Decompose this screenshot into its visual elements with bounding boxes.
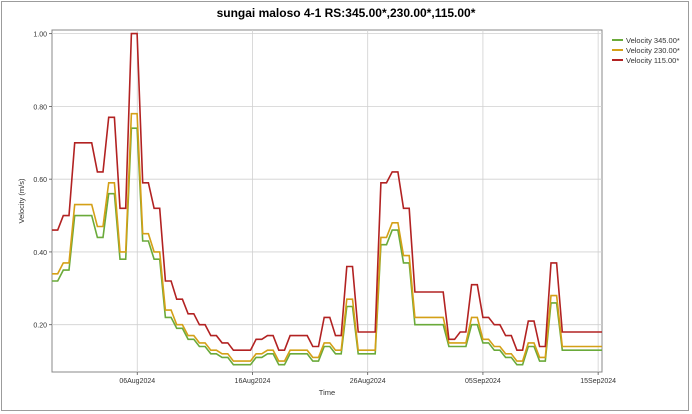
legend-label: Velocity 230.00* <box>626 45 680 55</box>
y-tick-label: 0.60 <box>33 177 47 184</box>
x-tick-label: 06Aug2024 <box>119 378 155 385</box>
legend-swatch <box>612 39 623 41</box>
legend-swatch <box>612 59 623 61</box>
x-tick-label: 05Sep2024 <box>465 378 501 385</box>
legend-swatch <box>612 49 623 51</box>
y-tick-label: 0.20 <box>33 323 47 330</box>
legend-item: Velocity 230.00* <box>612 45 680 55</box>
series-line-1 <box>52 127 602 366</box>
x-tick-label: 16Aug2024 <box>235 378 271 385</box>
chart-legend: Velocity 345.00* Velocity 230.00* Velocity… <box>612 35 680 65</box>
x-axis-label: Time <box>319 388 335 397</box>
x-tick-label: 26Aug2024 <box>350 378 386 385</box>
legend-label: Velocity 345.00* <box>626 35 680 45</box>
y-tick-label: 0.40 <box>33 250 47 257</box>
series-line-3 <box>52 32 602 351</box>
legend-item: Velocity 345.00* <box>612 35 680 45</box>
chart-title: sungai maloso 4-1 RS:345.00*,230.00*,115… <box>216 6 476 20</box>
y-tick-label: 1.00 <box>33 32 47 39</box>
x-tick-label: 15Sep2024 <box>580 378 616 385</box>
plot-area <box>51 29 603 373</box>
y-axis-label: Velocity (m/s) <box>17 178 26 224</box>
series-line-2 <box>52 112 602 362</box>
legend-item: Velocity 115.00* <box>612 55 680 65</box>
legend-label: Velocity 115.00* <box>626 55 680 65</box>
y-tick-label: 0.80 <box>33 104 47 111</box>
